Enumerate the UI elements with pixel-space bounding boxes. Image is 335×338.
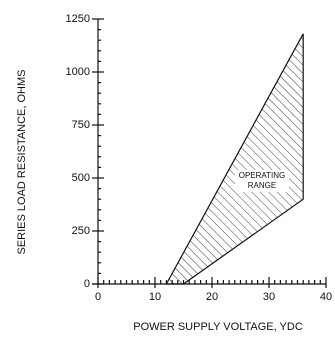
annotation: OPERATING xyxy=(239,171,286,180)
x-tick-label: 10 xyxy=(149,291,161,303)
x-axis-label: POWER SUPPLY VOLTAGE, YDC xyxy=(133,321,303,333)
x-tick-label: 40 xyxy=(320,291,332,303)
y-tick-label: 250 xyxy=(72,225,90,237)
annotation: RANGE xyxy=(248,181,276,190)
y-tick-label: 1000 xyxy=(66,66,90,78)
x-tick-label: 30 xyxy=(263,291,275,303)
y-tick-label: 0 xyxy=(84,278,90,290)
y-tick-label: 1250 xyxy=(66,13,90,25)
operating-range xyxy=(165,33,304,285)
annotation-bg xyxy=(235,170,289,192)
x-tick-label: 20 xyxy=(206,291,218,303)
y-tick-label: 750 xyxy=(72,119,90,131)
y-axis-label: SERIES LOAD RESISTANCE, OHMS xyxy=(16,69,28,254)
y-tick-label: 500 xyxy=(72,172,90,184)
x-tick-label: 0 xyxy=(95,291,101,303)
